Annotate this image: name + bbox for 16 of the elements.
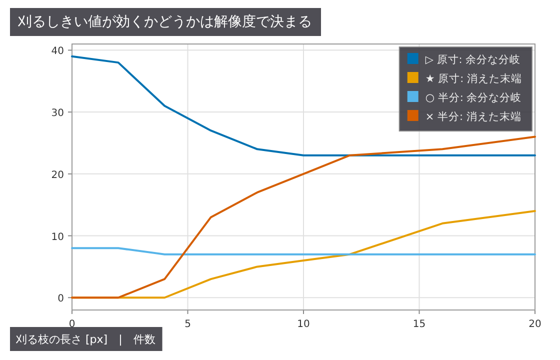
y-tick-label: 20 xyxy=(51,170,64,181)
y-tick-label: 40 xyxy=(51,46,64,58)
x-tick-label: 0 xyxy=(68,319,76,330)
x-tick-label: 20 xyxy=(528,319,542,330)
x-axis-title: 刈る枝の長さ [px] | 件数 xyxy=(15,333,156,346)
x-tick-label: 5 xyxy=(184,319,191,330)
legend-label: ★ 原寸: 消えた末端 xyxy=(425,72,522,85)
legend-label: × 半分: 消えた末端 xyxy=(425,110,522,123)
y-tick-label: 0 xyxy=(58,294,64,305)
chart-title: 刈るしきい値が効くかどうかは解像度で決まる xyxy=(17,14,312,30)
y-tick-label: 10 xyxy=(51,232,64,243)
legend-label: ○ 半分: 余分な分岐 xyxy=(425,91,522,104)
legend-label: ▷ 原寸: 余分な分岐 xyxy=(425,53,521,66)
x-tick-label: 10 xyxy=(297,319,310,330)
x-tick-label: 15 xyxy=(412,319,426,330)
y-tick-label: 30 xyxy=(51,108,64,120)
